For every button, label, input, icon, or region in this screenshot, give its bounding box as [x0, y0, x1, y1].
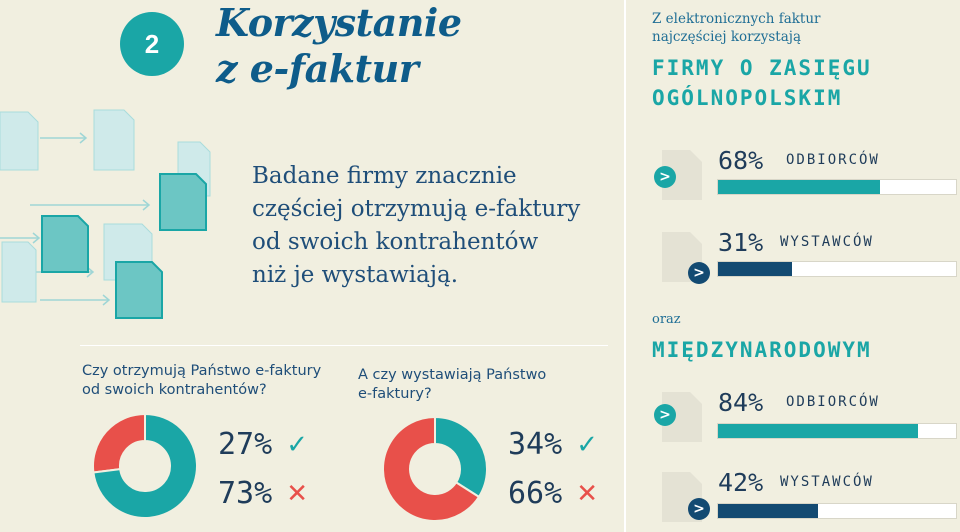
- lead-text: Badane firmy znacznie częściej otrzymują…: [252, 160, 602, 292]
- national-heading-line-1: FIRMY O ZASIĘGU: [652, 56, 872, 80]
- stat-value: 84%: [718, 388, 764, 417]
- progress-fill: [718, 262, 792, 276]
- international-heading: MIĘDZYNARODOWYM: [652, 338, 872, 362]
- question-issue: A czy wystawiają Państwo e-faktury?: [358, 366, 546, 404]
- stat-international-receivers: > 84% ODBIORCÓW: [652, 388, 957, 472]
- section-number-badge: 2: [120, 12, 184, 76]
- chevron-right-icon: >: [654, 166, 676, 188]
- lead-line-3: od swoich kontrahentów: [252, 229, 539, 255]
- receive-yes-label: 27%: [218, 427, 273, 462]
- document-icons: [0, 109, 211, 319]
- receive-donut-chart: [92, 413, 198, 519]
- check-icon: ✓: [576, 429, 598, 460]
- stat-label: WYSTAWCÓW: [780, 474, 874, 490]
- donut-slice-0: [434, 416, 488, 499]
- question-issue-line-1: A czy wystawiają Państwo: [358, 367, 547, 383]
- cross-icon: ✕: [286, 478, 308, 509]
- receive-no-label: 73%: [218, 476, 273, 511]
- question-receive: Czy otrzymują Państwo e-faktury od swoic…: [82, 362, 321, 400]
- progress-fill: [718, 424, 918, 438]
- right-intro: Z elektronicznych faktur najczęściej kor…: [652, 10, 821, 46]
- national-heading-line-2: OGÓLNOPOLSKIM: [652, 86, 843, 110]
- question-receive-line-2: od swoich kontrahentów?: [82, 382, 267, 398]
- right-intro-line-1: Z elektronicznych faktur: [652, 11, 821, 27]
- document-icon: [662, 392, 702, 442]
- issue-no-label: 66%: [508, 476, 563, 511]
- stat-national-issuers: > 31% WYSTAWCÓW: [652, 228, 957, 312]
- chevron-right-icon: >: [688, 498, 710, 520]
- progress-bar: [717, 503, 957, 519]
- stat-national-receivers: > 68% ODBIORCÓW: [652, 146, 957, 230]
- issue-no-row: 66% ✕: [508, 476, 598, 511]
- stat-label: ODBIORCÓW: [786, 394, 880, 410]
- horizontal-divider: [80, 345, 608, 346]
- progress-bar: [717, 261, 957, 277]
- chevron-right-icon: >: [688, 262, 710, 284]
- progress-bar: [717, 179, 957, 195]
- stat-international-issuers: > 42% WYSTAWCÓW: [652, 468, 957, 532]
- lead-line-2: częściej otrzymują e-faktury: [252, 196, 581, 222]
- cross-icon: ✕: [576, 478, 598, 509]
- right-intro-line-2: najczęściej korzystają: [652, 29, 802, 45]
- title-line-2: z e-faktur: [216, 46, 419, 91]
- progress-fill: [718, 504, 818, 518]
- donut-slice-1: [92, 413, 198, 519]
- lead-line-1: Badane firmy znacznie: [252, 163, 517, 189]
- donut-slice-1: [382, 416, 481, 522]
- title-line-1: Korzystanie: [216, 0, 462, 45]
- donut-slice-0: [92, 413, 146, 474]
- document-icon: [662, 150, 702, 200]
- check-icon: ✓: [286, 429, 308, 460]
- question-receive-line-1: Czy otrzymują Państwo e-faktury: [82, 363, 322, 379]
- issue-yes-label: 34%: [508, 427, 563, 462]
- vertical-divider: [624, 0, 626, 532]
- stat-value: 31%: [718, 228, 764, 257]
- oraz-text: oraz: [652, 312, 681, 327]
- stat-value: 68%: [718, 146, 764, 175]
- chevron-right-icon: >: [654, 404, 676, 426]
- lead-line-4: niż je wystawiają.: [252, 262, 459, 288]
- progress-bar: [717, 423, 957, 439]
- page-title: Korzystanie z e-faktur: [216, 0, 462, 92]
- stat-label: ODBIORCÓW: [786, 152, 880, 168]
- issue-donut-chart: [382, 416, 488, 522]
- documents-illustration: [0, 109, 211, 319]
- receive-no-row: 73% ✕: [218, 476, 308, 511]
- question-issue-line-2: e-faktury?: [358, 386, 432, 402]
- receive-yes-row: 27% ✓: [218, 427, 308, 462]
- issue-yes-row: 34% ✓: [508, 427, 598, 462]
- stat-value: 42%: [718, 468, 764, 497]
- stat-label: WYSTAWCÓW: [780, 234, 874, 250]
- progress-fill: [718, 180, 880, 194]
